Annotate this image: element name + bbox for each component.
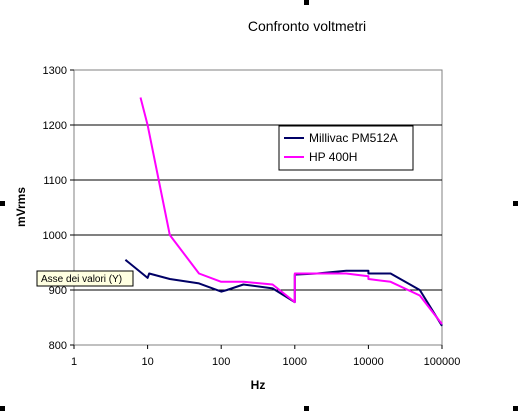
legend-label: HP 400H [309, 150, 357, 164]
x-tick-label: 10000 [353, 356, 384, 368]
series-line-2 [139, 97, 443, 325]
x-axis-label: Hz [251, 378, 266, 392]
x-axis-ticks: 1 10 100 1000 10000 100000 [71, 345, 460, 368]
selection-handle[interactable] [513, 406, 518, 411]
x-tick-label: 10 [141, 356, 153, 368]
legend: Millivac PM512A HP 400H [278, 125, 414, 171]
y-tick-label: 1300 [43, 65, 67, 77]
plot-area [73, 69, 443, 346]
selection-handle[interactable] [0, 406, 5, 411]
legend-label: Millivac PM512A [309, 131, 398, 145]
selection-handle[interactable] [0, 201, 5, 206]
y-tick-label: 800 [49, 340, 67, 352]
tooltip: Asse dei valori (Y) [36, 270, 134, 287]
tooltip-text: Asse dei valori (Y) [41, 274, 122, 285]
y-tick-label: 1000 [43, 230, 67, 242]
y-tick-label: 1200 [43, 120, 67, 132]
x-tick-label: 1000 [283, 356, 307, 368]
y-tick-label: 1100 [43, 175, 67, 187]
selection-handle[interactable] [513, 201, 518, 206]
series-line-1 [124, 259, 443, 327]
x-tick-label: 100 [212, 356, 230, 368]
grid-lines [74, 124, 442, 291]
selection-handle[interactable] [304, 0, 309, 5]
legend-box [278, 125, 414, 171]
series-lines [124, 97, 443, 327]
chart-title: Confronto voltmetri [248, 18, 366, 34]
x-tick-label: 1 [71, 356, 77, 368]
x-tick-label: 100000 [424, 356, 461, 368]
selection-handle[interactable] [304, 406, 309, 411]
y-axis-label: mVrms [14, 187, 28, 227]
y-tick-label: 900 [49, 285, 67, 297]
tooltip-box [36, 270, 134, 287]
y-axis-ticks: 800 900 1000 1100 1200 1300 [43, 65, 74, 352]
